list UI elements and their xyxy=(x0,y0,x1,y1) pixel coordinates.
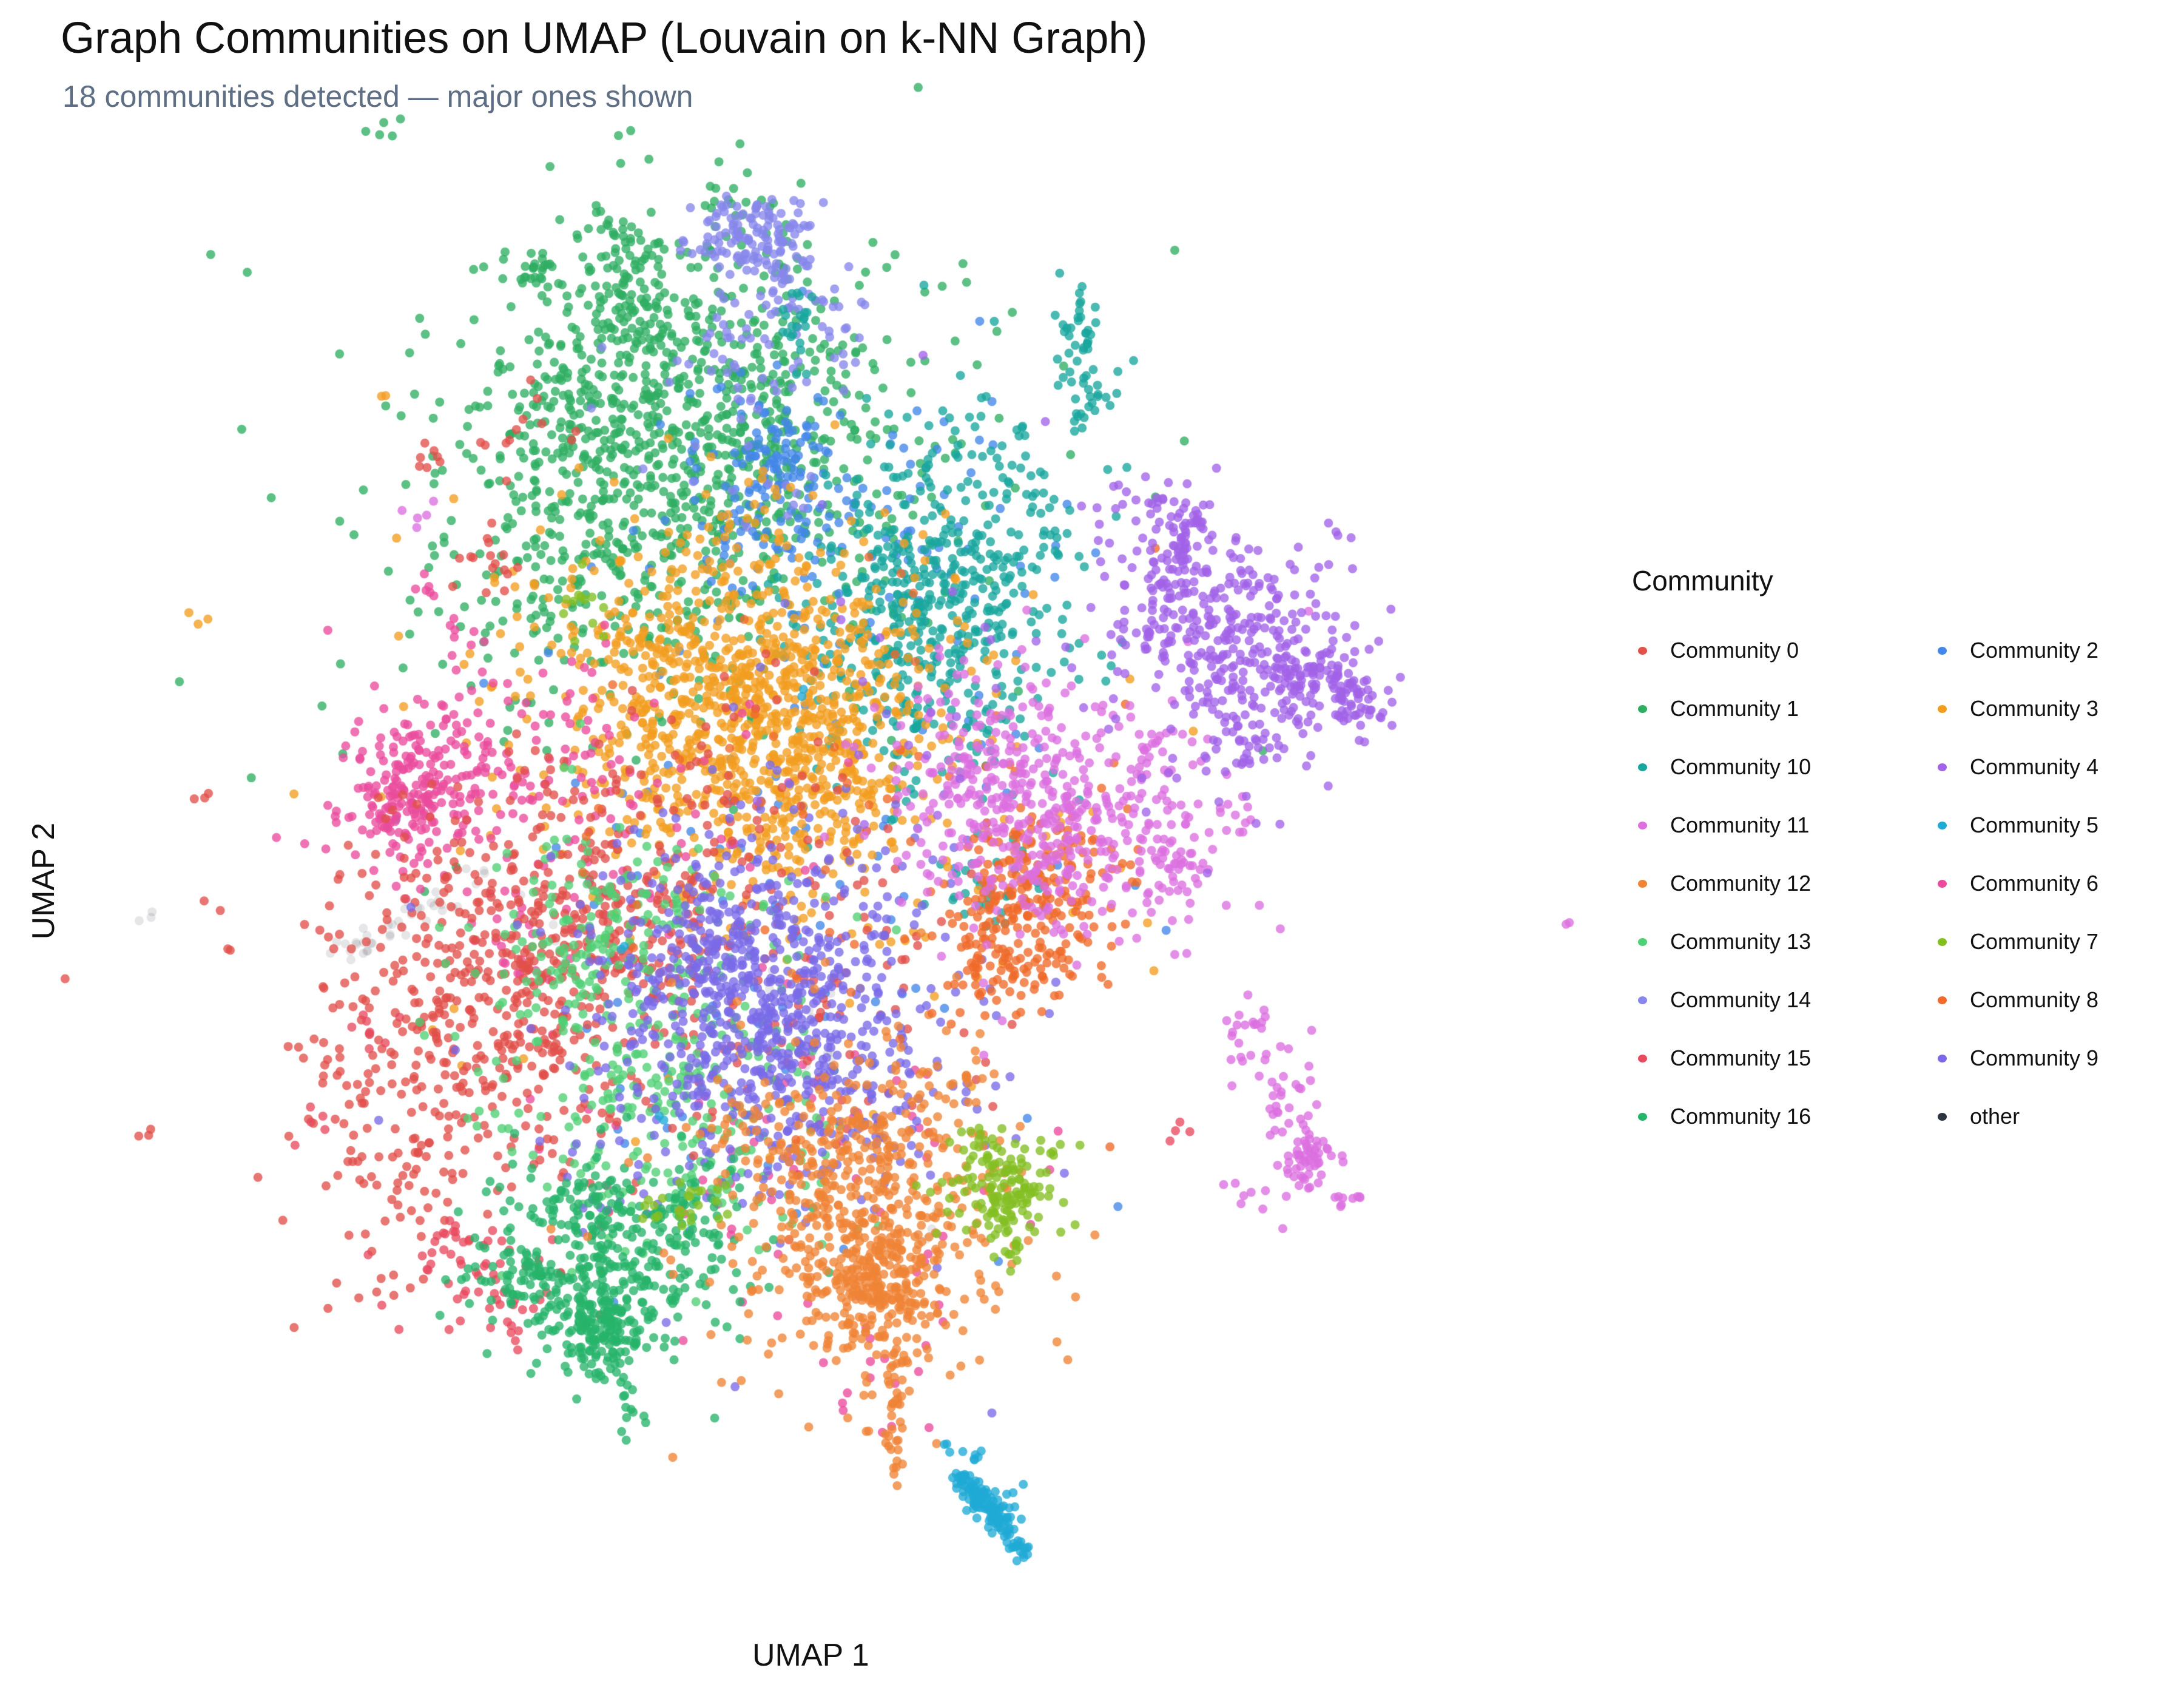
legend-marker-icon xyxy=(1938,1112,1947,1121)
legend-item-community-1[interactable]: Community 1 xyxy=(1631,680,1930,738)
legend-item-community-16[interactable]: Community 16 xyxy=(1631,1087,1930,1146)
legend-column: Community 0 Community 1 Community 10 Commun… xyxy=(1631,621,1930,1146)
legend-marker-icon xyxy=(1638,879,1647,888)
legend-column: Community 2 Community 3 Community 4 Communi… xyxy=(1930,621,2177,1146)
legend-marker-icon xyxy=(1638,1112,1647,1121)
legend-marker-icon xyxy=(1638,704,1647,713)
x-axis-label: UMAP 1 xyxy=(752,1638,869,1673)
legend-item-label: Community 1 xyxy=(1670,696,1799,721)
legend-marker-icon xyxy=(1938,646,1947,655)
legend-item-community-2[interactable]: Community 2 xyxy=(1930,621,2177,680)
legend-item-label: Community 11 xyxy=(1670,812,1810,837)
legend-item-community-12[interactable]: Community 12 xyxy=(1631,854,1930,913)
legend-item-label: Community 15 xyxy=(1670,1045,1812,1070)
legend-item-label: Community 3 xyxy=(1970,696,2099,721)
legend-item-label: Community 10 xyxy=(1670,754,1812,779)
legend-item-community-7[interactable]: Community 7 xyxy=(1930,913,2177,971)
legend-item-label: Community 8 xyxy=(1970,987,2099,1012)
y-axis-label: UMAP 2 xyxy=(26,822,61,940)
legend-marker-icon xyxy=(1638,937,1647,946)
legend-item-community-10[interactable]: Community 10 xyxy=(1631,738,1930,796)
legend-marker-icon xyxy=(1938,937,1947,946)
legend-marker-icon xyxy=(1938,704,1947,713)
legend-item-label: Community 2 xyxy=(1970,638,2099,663)
legend-title: Community xyxy=(1632,565,1773,596)
legend-marker-icon xyxy=(1938,763,1947,771)
legend-item-other[interactable]: other xyxy=(1930,1087,2177,1146)
legend-marker-icon xyxy=(1638,646,1647,655)
legend-item-label: Community 5 xyxy=(1970,812,2099,837)
legend-item-label: Community 6 xyxy=(1970,871,2099,896)
legend-item-label: Community 12 xyxy=(1670,871,1812,896)
legend-item-community-13[interactable]: Community 13 xyxy=(1631,913,1930,971)
legend-marker-icon xyxy=(1938,1054,1947,1062)
legend-item-community-9[interactable]: Community 9 xyxy=(1930,1029,2177,1087)
legend-item-label: Community 0 xyxy=(1670,638,1799,663)
legend-item-community-5[interactable]: Community 5 xyxy=(1930,796,2177,854)
legend-columns: Community 0 Community 1 Community 10 Commun… xyxy=(1631,621,2177,1146)
legend-item-label: Community 16 xyxy=(1670,1104,1812,1129)
legend-item-label: Community 7 xyxy=(1970,929,2099,954)
legend-item-community-8[interactable]: Community 8 xyxy=(1930,971,2177,1029)
legend-marker-icon xyxy=(1938,821,1947,829)
legend-item-community-11[interactable]: Community 11 xyxy=(1631,796,1930,854)
legend-marker-icon xyxy=(1638,1054,1647,1062)
legend-item-label: other xyxy=(1970,1104,2020,1129)
legend-item-label: Community 13 xyxy=(1670,929,1812,954)
legend-item-community-15[interactable]: Community 15 xyxy=(1631,1029,1930,1087)
legend-marker-icon xyxy=(1938,879,1947,888)
legend-item-label: Community 14 xyxy=(1670,987,1812,1012)
legend-marker-icon xyxy=(1938,996,1947,1004)
legend-marker-icon xyxy=(1638,763,1647,771)
legend-item-community-4[interactable]: Community 4 xyxy=(1930,738,2177,796)
legend-item-label: Community 9 xyxy=(1970,1045,2099,1070)
legend-item-community-6[interactable]: Community 6 xyxy=(1930,854,2177,913)
legend-item-community-0[interactable]: Community 0 xyxy=(1631,621,1930,680)
legend-marker-icon xyxy=(1638,996,1647,1004)
legend-item-label: Community 4 xyxy=(1970,754,2099,779)
legend: Community Community 0 Community 1 Communit… xyxy=(1631,564,2177,1146)
legend-marker-icon xyxy=(1638,821,1647,829)
legend-item-community-3[interactable]: Community 3 xyxy=(1930,680,2177,738)
legend-item-community-14[interactable]: Community 14 xyxy=(1631,971,1930,1029)
